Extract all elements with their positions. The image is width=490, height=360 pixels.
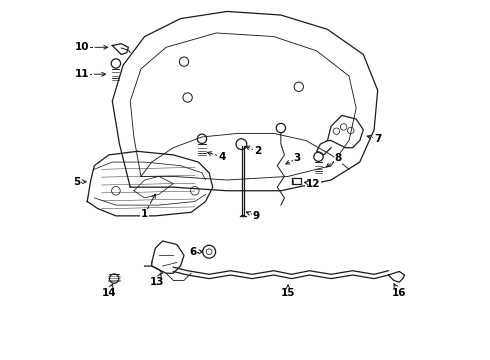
Text: 11: 11 (74, 69, 89, 79)
Text: 12: 12 (306, 179, 320, 189)
Text: 10: 10 (74, 42, 89, 52)
Text: 4: 4 (218, 152, 225, 162)
Text: 5: 5 (73, 177, 80, 187)
Text: 9: 9 (252, 211, 259, 221)
Text: 15: 15 (281, 288, 295, 298)
Text: 16: 16 (392, 288, 406, 298)
Text: 6: 6 (189, 247, 196, 257)
Text: 7: 7 (374, 134, 381, 144)
Text: 1: 1 (141, 209, 148, 219)
Text: 3: 3 (294, 153, 301, 163)
Text: 8: 8 (335, 153, 342, 163)
Text: 2: 2 (254, 146, 261, 156)
Text: 13: 13 (150, 277, 164, 287)
Text: 14: 14 (101, 288, 116, 298)
